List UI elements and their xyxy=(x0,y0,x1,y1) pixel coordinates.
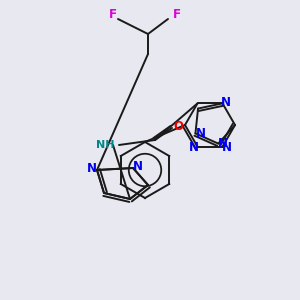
Text: F: F xyxy=(173,8,181,22)
Text: N: N xyxy=(87,161,97,175)
Text: N: N xyxy=(221,141,232,154)
Text: N: N xyxy=(218,137,228,150)
Text: O: O xyxy=(173,119,183,133)
Text: F: F xyxy=(109,8,117,22)
Text: N: N xyxy=(220,96,230,109)
Text: NH: NH xyxy=(96,140,114,150)
Text: N: N xyxy=(133,160,143,172)
Text: N: N xyxy=(195,127,206,140)
Text: N: N xyxy=(188,141,199,154)
